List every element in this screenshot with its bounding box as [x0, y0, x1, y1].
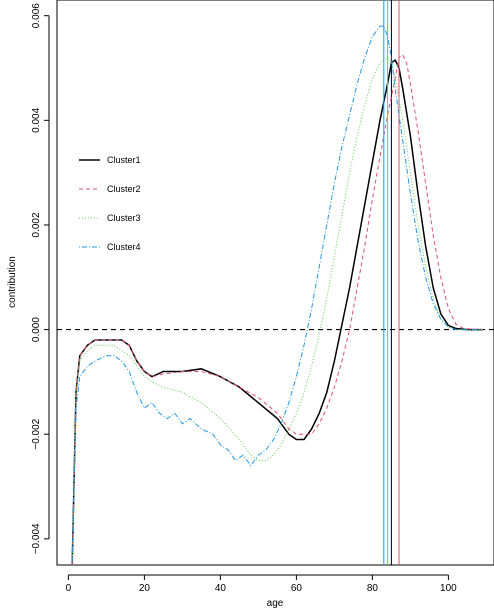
y-tick-label: 0.004 — [31, 107, 42, 132]
series-line-2 — [71, 54, 483, 565]
x-tick-label: 100 — [440, 583, 457, 594]
x-tick-label: 0 — [66, 583, 72, 594]
legend: Cluster1 Cluster2 Cluster3 Cluster4 — [79, 155, 141, 252]
series-line-3 — [71, 56, 483, 565]
x-tick-label: 20 — [139, 583, 151, 594]
y-tick-label: 0.006 — [31, 3, 42, 28]
legend-label-1: Cluster1 — [107, 155, 141, 165]
x-tick-label: 60 — [291, 583, 303, 594]
y-tick-label: −0.004 — [31, 523, 42, 554]
x-axis-title: age — [267, 598, 284, 609]
legend-label-2: Cluster2 — [107, 184, 141, 194]
y-tick-label: 0.000 — [31, 317, 42, 342]
y-axis-title: contribution — [7, 256, 18, 308]
series-line-4 — [71, 25, 483, 565]
series-line-1 — [71, 59, 483, 565]
plot-frame — [56, 0, 494, 566]
x-tick-label: 40 — [215, 583, 227, 594]
legend-label-3: Cluster3 — [107, 213, 141, 223]
y-tick-label: −0.002 — [31, 418, 42, 449]
legend-label-4: Cluster4 — [107, 242, 141, 252]
y-tick-label: 0.002 — [31, 212, 42, 237]
x-tick-label: 80 — [367, 583, 379, 594]
